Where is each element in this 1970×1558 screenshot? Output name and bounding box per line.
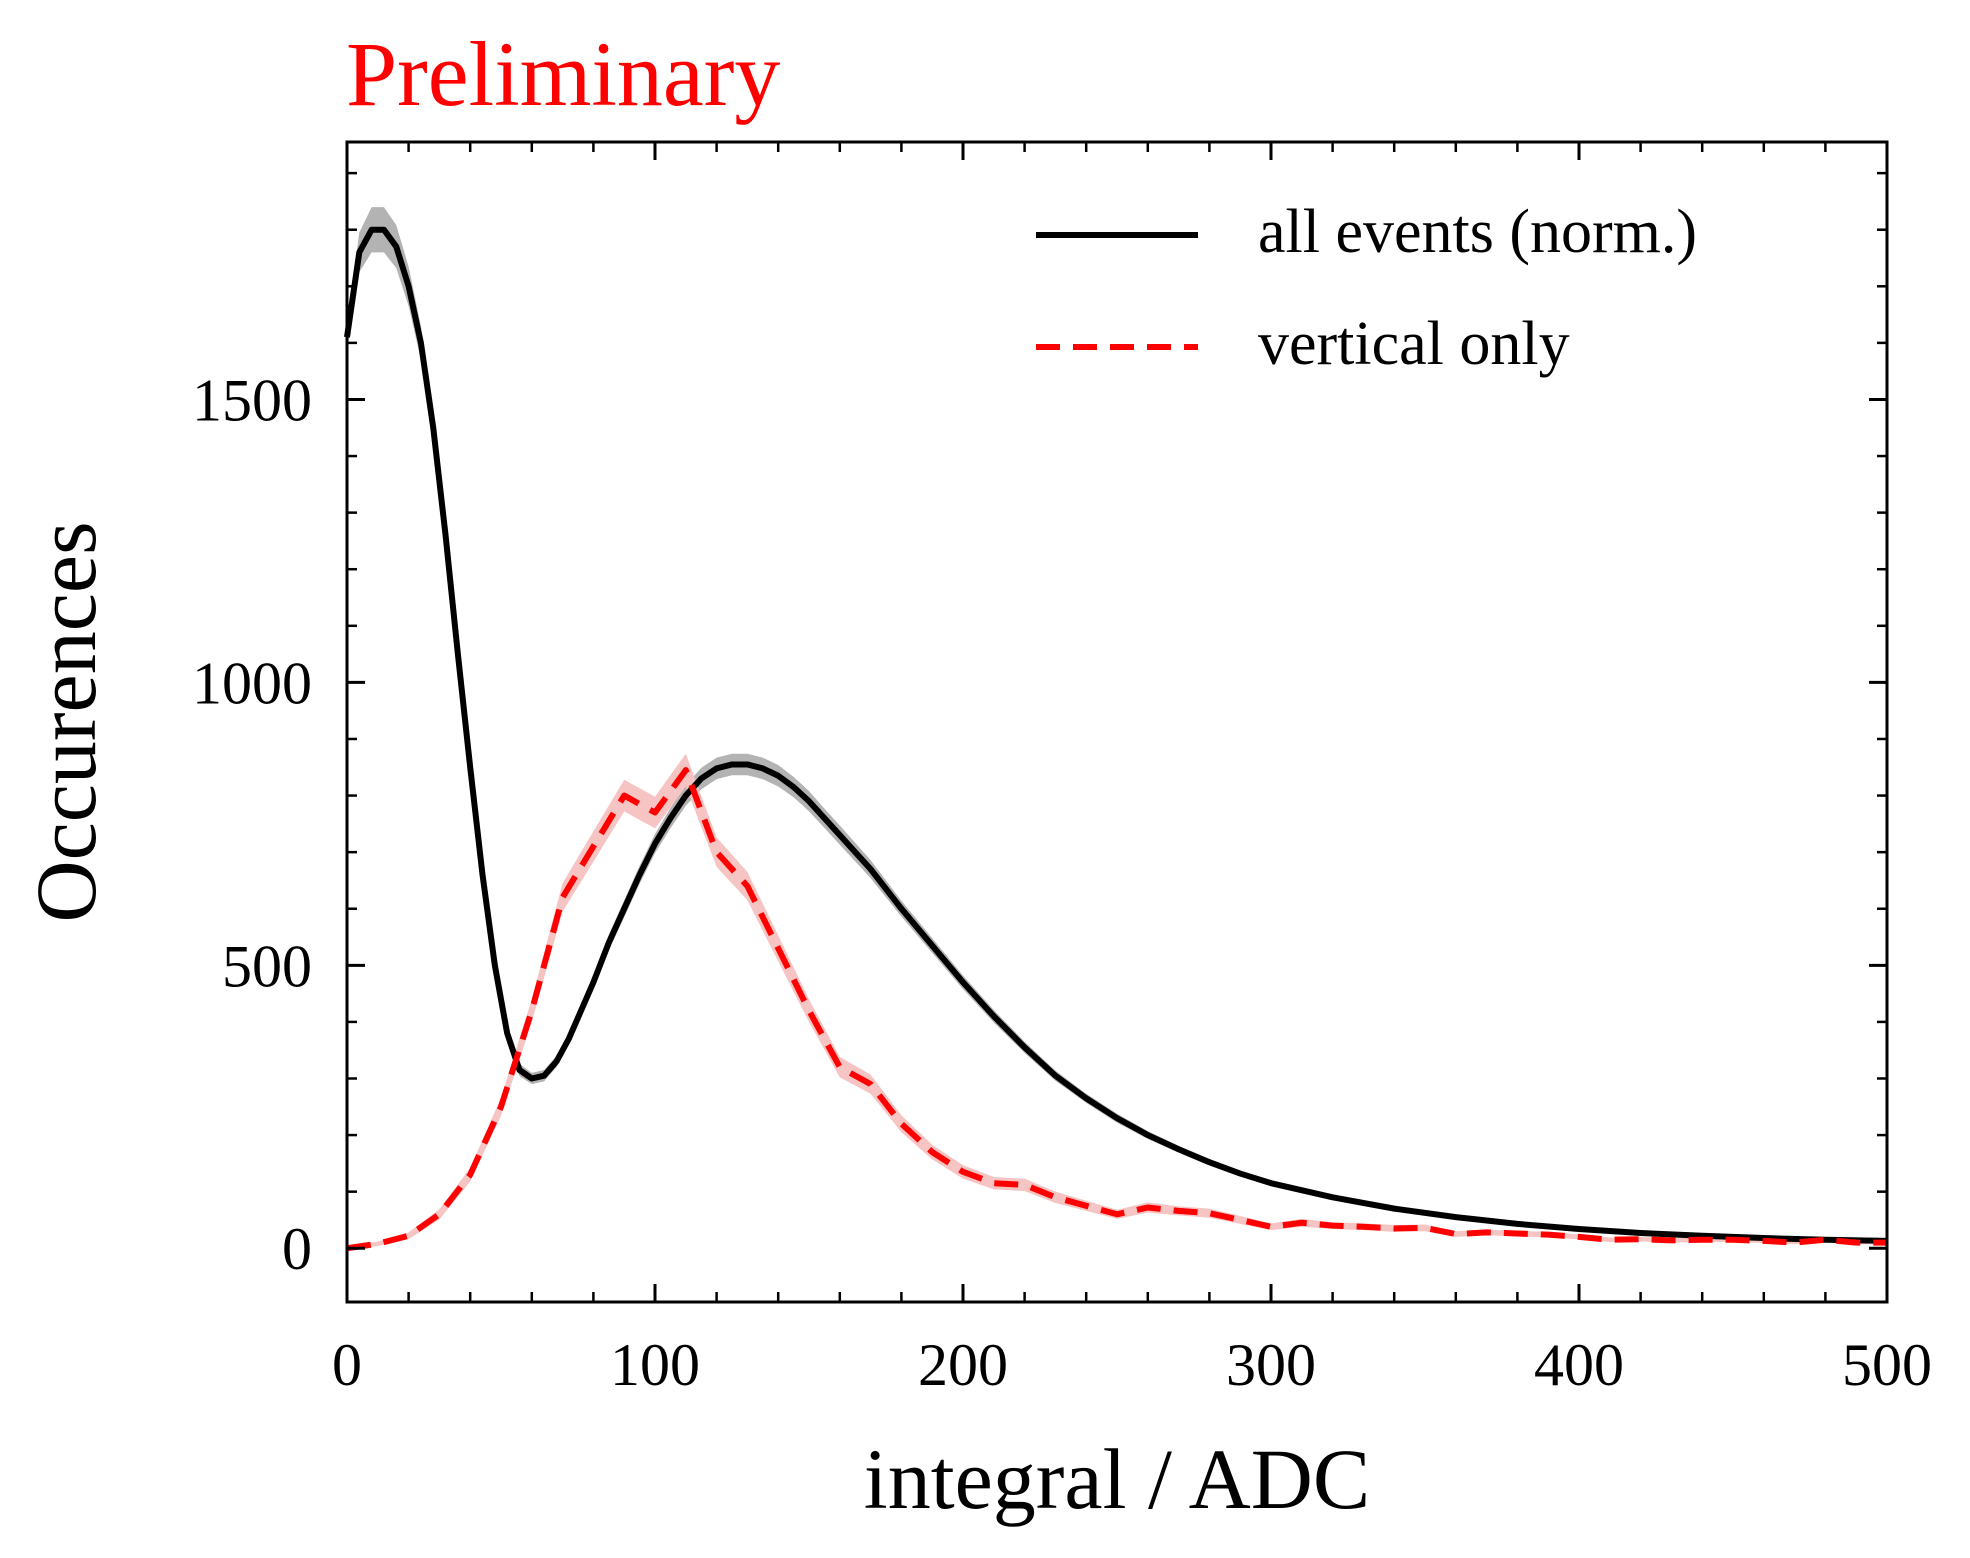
x-tick-label: 0 [332, 1332, 362, 1398]
x-tick-label: 300 [1226, 1332, 1316, 1398]
series-line-vertical-only [346, 767, 1887, 1252]
series-band-vertical-only [347, 753, 1887, 1250]
series-band-all-events [347, 207, 1887, 1243]
x-tick-label: 200 [918, 1332, 1008, 1398]
legend-label-all-events: all events (norm.) [1258, 198, 1697, 266]
x-tick-label: 400 [1534, 1332, 1624, 1398]
axis-ticks [345, 142, 1889, 1302]
series-line-all-events [344, 226, 1888, 1244]
tick-labels: 0 100 200 300 400 500 0 500 1000 1500 [192, 367, 1932, 1398]
x-tick-label: 100 [610, 1332, 700, 1398]
x-tick-label: 500 [1842, 1332, 1932, 1398]
y-tick-label: 1500 [192, 367, 312, 433]
y-tick-label: 1000 [192, 650, 312, 716]
x-axis-label: integral / ADC [864, 1431, 1370, 1527]
y-tick-label: 500 [222, 933, 312, 999]
legend-label-vertical-only: vertical only [1258, 310, 1570, 378]
y-axis-label: Occurences [18, 521, 114, 922]
legend: all events (norm.) vertical only [1036, 198, 1697, 378]
plot-frame [345, 140, 1889, 1304]
chart-title: Preliminary [346, 23, 780, 125]
series-lines [344, 226, 1888, 1252]
y-tick-label: 0 [282, 1216, 312, 1282]
series-bands [347, 207, 1887, 1250]
